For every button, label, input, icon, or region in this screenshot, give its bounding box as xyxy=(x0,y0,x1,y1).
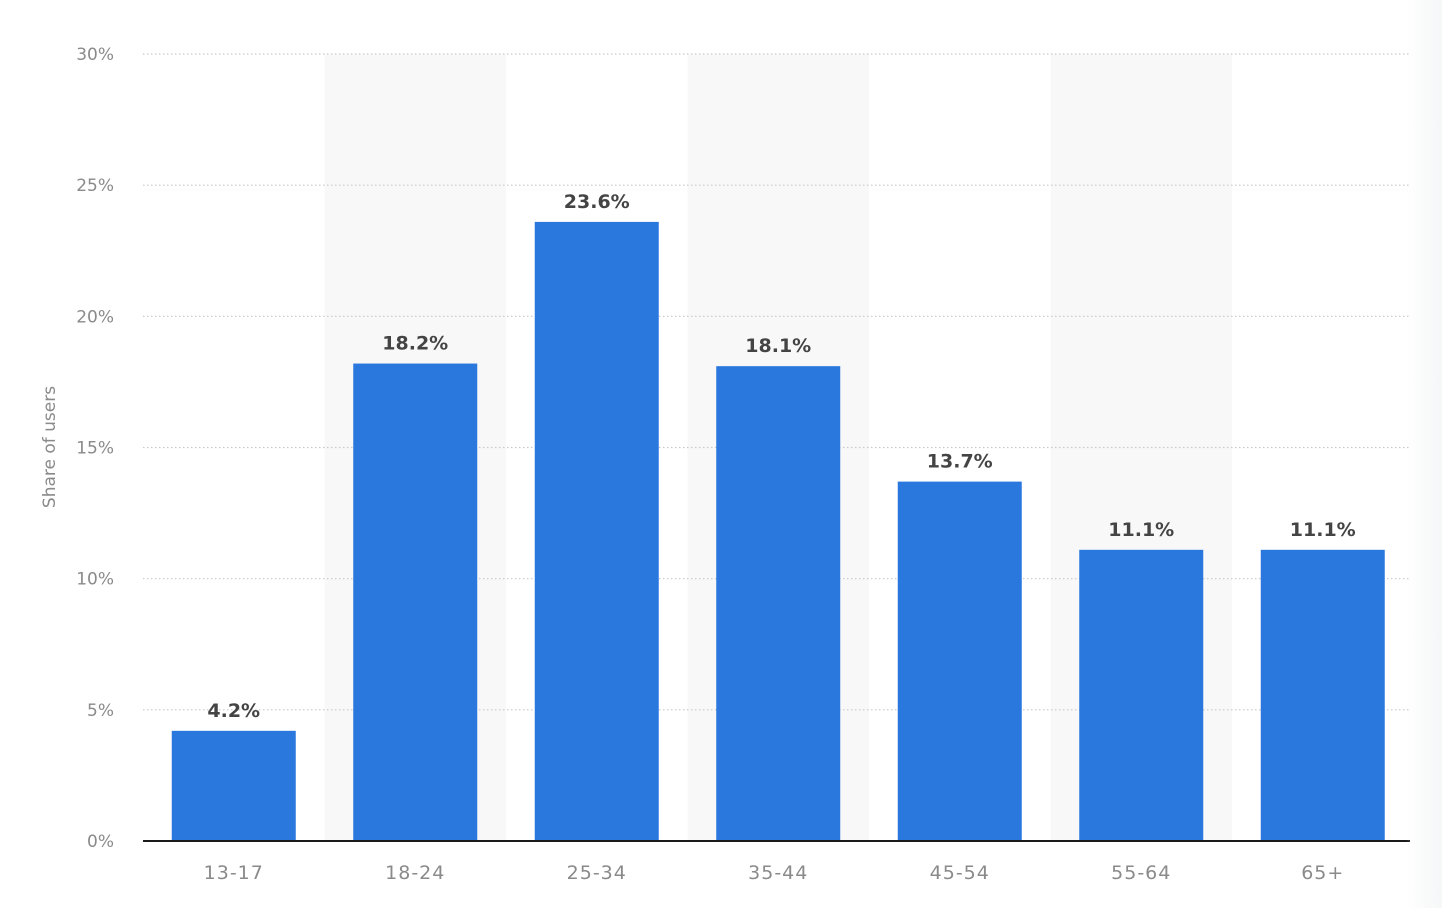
value-label: 18.1% xyxy=(745,335,811,357)
y-tick-label: 0% xyxy=(87,832,114,852)
x-tick-label: 35-44 xyxy=(748,862,808,884)
x-tick-label: 55-64 xyxy=(1111,862,1171,884)
value-label: 23.6% xyxy=(564,191,630,213)
value-label: 4.2% xyxy=(207,700,260,722)
bar-65+ xyxy=(1260,549,1385,841)
bar-18-24 xyxy=(353,363,478,841)
value-label: 11.1% xyxy=(1108,519,1174,541)
y-tick-label: 25% xyxy=(76,176,114,196)
value-label: 18.2% xyxy=(382,333,448,355)
bar-35-44 xyxy=(716,366,841,841)
bar-25-34 xyxy=(534,221,659,842)
x-tick-label: 25-34 xyxy=(567,862,627,884)
bar-55-64 xyxy=(1079,549,1204,841)
y-tick-label: 10% xyxy=(76,570,114,590)
y-tick-label: 15% xyxy=(76,439,114,459)
y-tick-label: 5% xyxy=(87,701,114,721)
x-axis-ticks: 13-17 18-24 25-34 35-44 45-54 55-64 65+ xyxy=(204,862,1344,884)
bars xyxy=(171,221,1385,842)
value-label: 13.7% xyxy=(927,451,993,473)
y-axis-ticks: 0% 5% 10% 15% 20% 25% 30% xyxy=(76,45,114,852)
bar-13-17 xyxy=(171,730,296,841)
x-tick-label: 65+ xyxy=(1301,862,1344,884)
y-tick-label: 30% xyxy=(76,45,114,65)
x-tick-label: 45-54 xyxy=(930,862,990,884)
x-tick-label: 18-24 xyxy=(385,862,445,884)
x-tick-label: 13-17 xyxy=(204,862,264,884)
y-tick-label: 20% xyxy=(76,307,114,327)
bar-45-54 xyxy=(897,481,1022,841)
y-axis-label: Share of users xyxy=(40,386,60,508)
value-label: 11.1% xyxy=(1290,519,1356,541)
right-edge-fade xyxy=(1406,0,1442,908)
value-labels: 4.2% 18.2% 23.6% 18.1% 13.7% 11.1% 11.1% xyxy=(207,191,1355,722)
